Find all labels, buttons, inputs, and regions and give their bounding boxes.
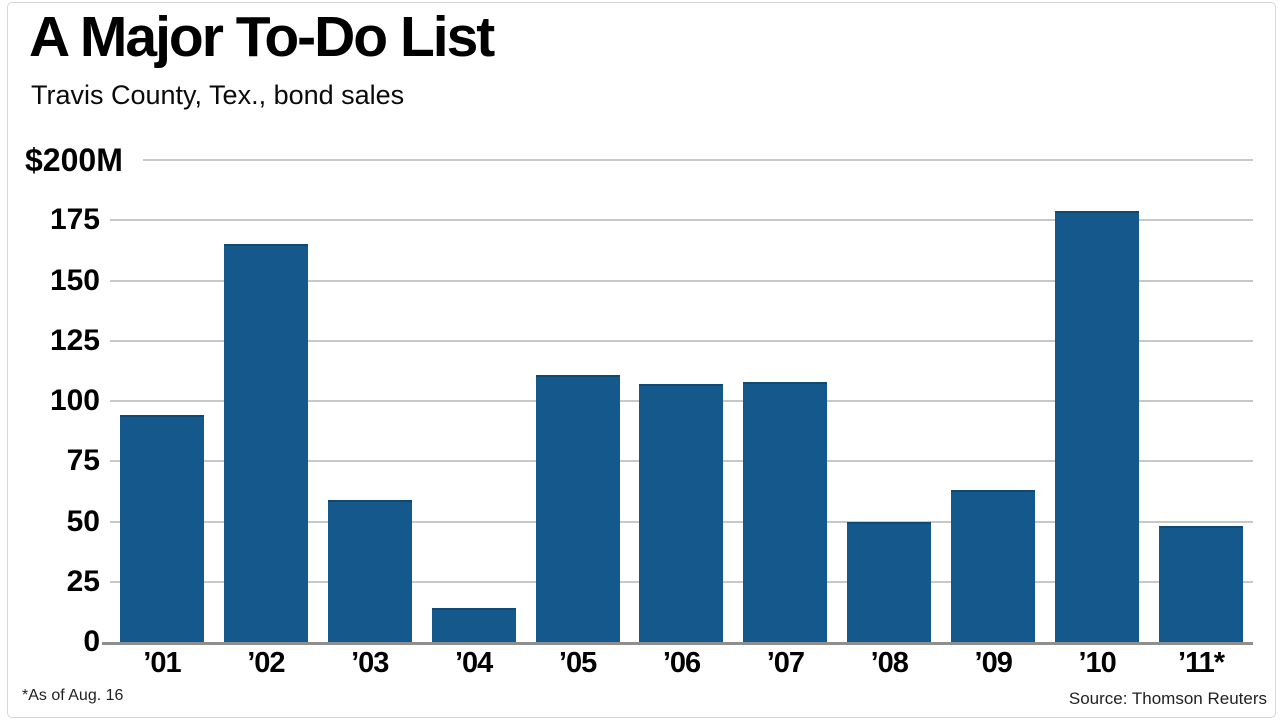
bar-09	[951, 490, 1036, 642]
bars-layer	[110, 160, 1253, 642]
y-tick-label-50: 50	[66, 504, 100, 538]
bar-07	[743, 381, 828, 642]
x-tick-label-08: ’08	[870, 647, 909, 679]
x-tick-label-07: ’07	[766, 647, 805, 679]
x-tick-label-10: ’10	[1078, 647, 1116, 679]
bar-01	[119, 415, 204, 642]
y-tick-label-200: $200M	[25, 142, 123, 178]
y-tick-label-175: 175	[49, 203, 100, 237]
bar-slot	[733, 160, 837, 642]
bar-slot	[941, 160, 1045, 642]
x-tick-label-03: ’03	[351, 647, 389, 679]
bar-10	[1055, 210, 1140, 642]
page-subtitle: Travis County, Tex., bond sales	[31, 80, 405, 110]
y-tick-label-25: 25	[66, 564, 100, 598]
bar-slot	[526, 160, 630, 642]
bar-04	[431, 608, 516, 642]
y-tick-label-100: 100	[49, 384, 100, 417]
bar-slot	[837, 160, 941, 642]
bar-slot	[630, 160, 734, 642]
x-axis-baseline	[102, 642, 1253, 645]
bar-08	[847, 521, 932, 642]
bar-slot	[318, 160, 422, 642]
y-tick-label-150: 150	[49, 263, 100, 297]
bar-slot	[214, 160, 318, 642]
x-tick-label-05: ’05	[558, 647, 597, 679]
x-tick-label-06: ’06	[662, 647, 701, 679]
bar-slot	[1149, 160, 1253, 642]
bar-slot	[1045, 160, 1149, 642]
y-tick-label-0: 0	[83, 625, 100, 658]
x-tick-label-11: ’11*	[1178, 647, 1225, 679]
x-tick-label-09: ’09	[974, 647, 1013, 679]
bar-02	[223, 244, 308, 642]
y-axis-tick-labels: $200M 175 150 125 100 75 50 25 0	[0, 144, 135, 657]
x-axis-tick-labels: ’01 ’02 ’03 ’04 ’05 ’06 ’07 ’08 ’09 ’10 ’11*	[110, 649, 1253, 678]
source-credit: Source: Thomson Reuters	[1068, 689, 1267, 708]
y-tick-label-125: 125	[49, 323, 100, 357]
bar-slot	[110, 160, 214, 642]
footnote: *As of Aug. 16	[22, 687, 124, 704]
gridline-175	[110, 219, 1253, 222]
page-title: A Major To-Do List	[29, 5, 495, 69]
gridline-150	[110, 279, 1253, 282]
gridline-125	[110, 339, 1253, 342]
gridline-200	[143, 159, 1253, 161]
bar-05	[535, 374, 620, 642]
bar-slot	[422, 160, 526, 642]
bar-03	[327, 499, 412, 642]
x-tick-label-04: ’04	[455, 647, 493, 679]
x-tick-label-02: ’02	[247, 647, 285, 679]
bar-06	[639, 384, 724, 642]
bar-11	[1159, 526, 1244, 642]
y-tick-label-75: 75	[66, 444, 100, 478]
x-tick-label-01: ’01	[143, 647, 181, 679]
plot-area	[102, 159, 1253, 645]
